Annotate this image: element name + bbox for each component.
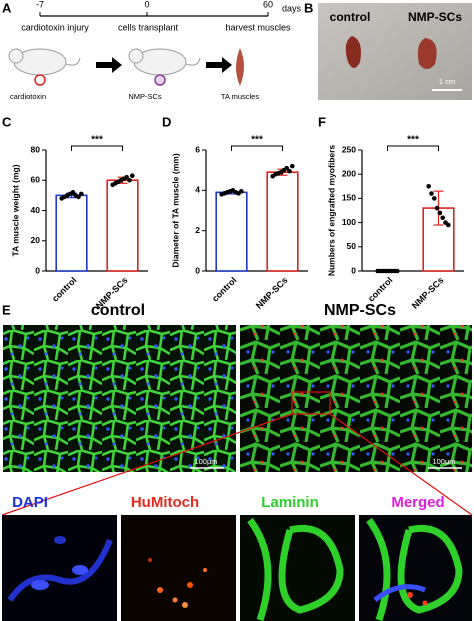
- significance-label: ***: [251, 135, 263, 146]
- zoom-image: [2, 515, 117, 621]
- photo: [318, 3, 472, 100]
- y-axis-label: TA muscle weight (mg): [10, 164, 20, 256]
- muscle-photo: [345, 36, 361, 68]
- y-tick-label: 2: [195, 225, 200, 235]
- zoom-box: [291, 391, 331, 415]
- x-tick-label: control: [210, 275, 239, 304]
- data-point: [76, 194, 81, 200]
- significance-bracket: [71, 145, 123, 151]
- data-point: [79, 191, 84, 197]
- data-point: [426, 184, 432, 189]
- y-tick-label: 200: [342, 168, 356, 178]
- data-point: [437, 210, 443, 216]
- bar: [266, 171, 299, 272]
- y-tick-label: 0: [35, 265, 40, 275]
- y-tick-label: 20: [31, 235, 41, 245]
- data-point: [239, 189, 244, 194]
- data-point: [127, 177, 132, 183]
- zoom-image: [121, 515, 236, 621]
- icon-label: NMP-SCs: [128, 92, 162, 101]
- timeline-label: 60: [263, 0, 273, 9]
- group-label: control: [91, 302, 145, 319]
- x-tick-label: control: [366, 275, 395, 304]
- bar: [55, 194, 88, 272]
- scale-label: 100μm: [432, 457, 455, 466]
- zoom-image: [240, 515, 355, 621]
- y-tick-label: 250: [342, 144, 356, 154]
- scale-label: 1 cm: [439, 77, 455, 86]
- panel-letter: D: [162, 114, 171, 129]
- y-tick-label: 150: [342, 193, 356, 203]
- y-axis-label: Diameter of TA muscle (mm): [170, 153, 180, 267]
- event-label: cardiotoxin injury: [21, 22, 89, 32]
- timeline-unit: days: [282, 3, 302, 13]
- bar: [215, 191, 248, 272]
- panel-letter: A: [2, 0, 12, 15]
- panel-letter: C: [2, 114, 12, 129]
- photo-label: control: [330, 10, 371, 24]
- channel-label: HuMitoch: [131, 494, 199, 511]
- y-axis-label: Numbers of engrafted myofibers: [326, 145, 336, 277]
- bar: [106, 179, 139, 272]
- micrograph: [240, 325, 472, 472]
- data-point: [284, 165, 290, 171]
- x-tick-label: NMP-SCs: [254, 275, 290, 311]
- muscle-icon: [236, 48, 244, 86]
- timeline-label: -7: [36, 0, 44, 9]
- channel-label: Merged: [391, 494, 444, 511]
- photo-label: NMP-SCs: [408, 10, 462, 24]
- data-point: [287, 168, 292, 174]
- significance-bracket: [387, 145, 439, 151]
- x-tick-label: NMP-SCs: [410, 275, 446, 311]
- arrow: [206, 57, 232, 73]
- muscle-photo: [417, 38, 437, 69]
- data-point: [446, 222, 451, 228]
- y-tick-label: 6: [195, 144, 200, 154]
- y-tick-label: 0: [351, 265, 356, 275]
- data-point: [130, 173, 135, 179]
- x-tick-label: control: [50, 275, 79, 304]
- micrograph: [3, 325, 236, 472]
- panel-letter: F: [318, 114, 326, 129]
- data-point: [290, 163, 295, 169]
- data-point: [432, 196, 437, 201]
- y-tick-label: 4: [195, 185, 200, 195]
- group-label: NMP-SCs: [324, 302, 396, 319]
- panel-letter: E: [2, 302, 11, 317]
- zoom-line: [329, 413, 473, 516]
- icon-label: TA muscles: [221, 92, 259, 101]
- panel-letter: B: [304, 0, 313, 15]
- data-point: [70, 190, 76, 195]
- mouse-icon: [128, 48, 201, 86]
- event-label: cells transplant: [118, 22, 179, 32]
- timeline-label: 0: [144, 0, 149, 9]
- mouse-icon: [8, 48, 81, 86]
- significance-bracket: [231, 145, 283, 151]
- event-label: harvest muscles: [225, 22, 291, 32]
- data-point: [395, 268, 400, 274]
- significance-label: ***: [407, 135, 419, 146]
- arrow: [96, 57, 122, 73]
- scale-label: 100μm: [194, 457, 217, 466]
- y-tick-label: 0: [195, 265, 200, 275]
- channel-label: DAPI: [12, 494, 48, 511]
- channel-label: Laminin: [261, 494, 319, 511]
- y-tick-label: 50: [347, 241, 357, 251]
- y-tick-label: 40: [31, 205, 41, 215]
- significance-label: ***: [91, 135, 103, 146]
- y-tick-label: 100: [342, 217, 356, 227]
- icon-label: cardiotoxin: [10, 92, 46, 101]
- y-tick-label: 80: [31, 144, 41, 154]
- data-point: [440, 215, 446, 221]
- zoom-image: [359, 515, 472, 621]
- data-point: [429, 191, 434, 196]
- zoom-line: [1, 413, 293, 516]
- data-point: [434, 205, 440, 211]
- data-point: [124, 174, 129, 180]
- y-tick-label: 60: [31, 175, 41, 185]
